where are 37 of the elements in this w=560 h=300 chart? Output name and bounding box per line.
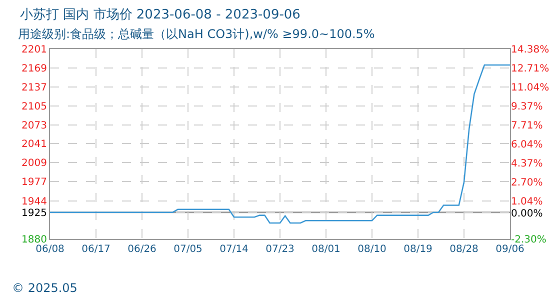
y2-tick-label: 9.37% [511,102,543,113]
y2-tick-label: 0.00% [511,208,543,220]
x-tick-label: 07/05 [174,244,202,255]
x-tick-label: 06/26 [128,244,156,255]
y-tick-label: 1880 [22,234,47,246]
y-tick-label: 2073 [22,120,47,132]
y2-tick-label: 4.37% [511,158,543,170]
y-tick-label: 2201 [22,44,47,56]
y2-tick-label: 14.38% [511,44,550,56]
y2-tick-label: 7.71% [511,120,543,132]
y2-tick-label: 11.04% [511,82,550,94]
x-tick-label: 06/08 [36,244,64,255]
y-tick-label: 2105 [22,101,47,112]
y-tick-label: 2009 [22,158,47,170]
y-tick-label: 1944 [22,196,47,208]
y2-tick-label: 12.71% [511,64,550,75]
y-tick-label: 1925 [22,208,47,219]
text: © 2025.05 [12,281,78,295]
y2-tick-label: -2.30% [511,234,546,246]
x-tick-label: 08/01 [312,244,340,255]
x-tick-label: 08/19 [404,244,432,255]
y2-tick-label: 1.04% [511,196,543,208]
chart-subtitle: 用途级别:食品级；总碱量（以NaH CO3计),w/% ≥99.0~100.5% [18,27,375,41]
x-tick-label: 06/17 [82,244,110,255]
y2-tick-label: 2.70% [511,178,543,189]
chart-title: 小苏打 国内 市场价 2023-06-08 - 2023-09-06 [20,8,300,23]
x-tick-label: 07/23 [266,244,294,255]
y-tick-label: 2137 [22,82,47,94]
x-tick-label: 09/06 [496,244,524,255]
y-tick-label: 2041 [22,139,47,150]
y-tick-label: 2169 [22,63,47,74]
x-tick-label: 07/14 [220,244,248,255]
y2-tick-label: 6.04% [511,140,543,150]
line-series [50,64,510,224]
x-tick-label: 08/10 [358,244,386,255]
x-tick-label: 08/28 [450,244,478,255]
y-tick-label: 1977 [22,177,47,188]
